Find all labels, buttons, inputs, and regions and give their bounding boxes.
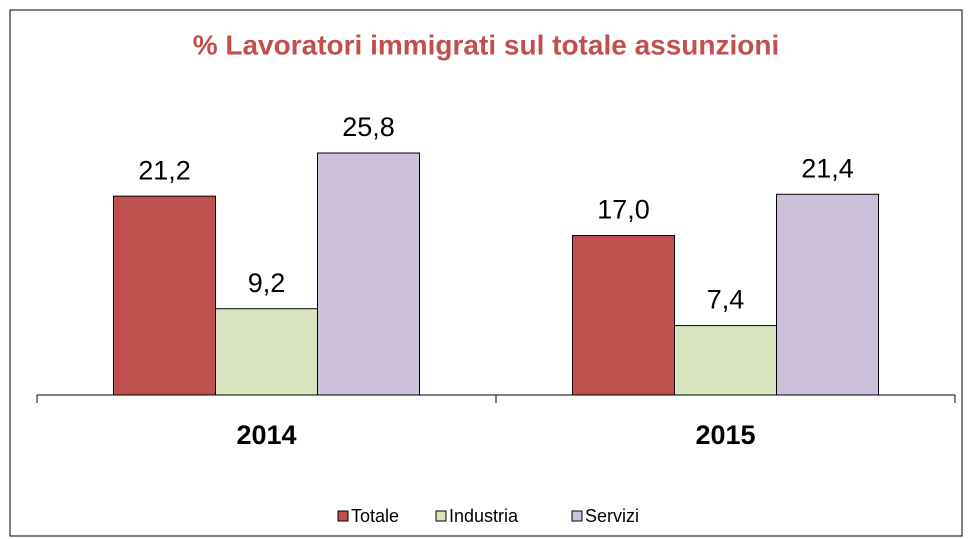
data-label: 25,8 (342, 112, 395, 142)
legend-label: Totale (351, 506, 399, 526)
data-label: 7,4 (707, 285, 745, 315)
bar (674, 325, 777, 396)
x-tick-label: 2015 (695, 420, 755, 450)
chart-title: % Lavoratori immigrati sul totale assunz… (193, 29, 780, 60)
legend-swatch (435, 510, 447, 522)
bar (572, 235, 675, 396)
data-label: 21,4 (801, 153, 854, 183)
data-label: 21,2 (138, 155, 191, 185)
legend-label: Industria (449, 506, 519, 526)
bar (317, 152, 420, 396)
x-tick-label: 2014 (236, 420, 296, 450)
bar (113, 195, 216, 396)
data-label: 9,2 (248, 268, 286, 298)
bar (215, 308, 318, 396)
legend-label: Servizi (585, 506, 639, 526)
legend-swatch (337, 510, 349, 522)
legend-swatch (571, 510, 583, 522)
bar (776, 193, 879, 396)
data-label: 17,0 (597, 195, 650, 225)
